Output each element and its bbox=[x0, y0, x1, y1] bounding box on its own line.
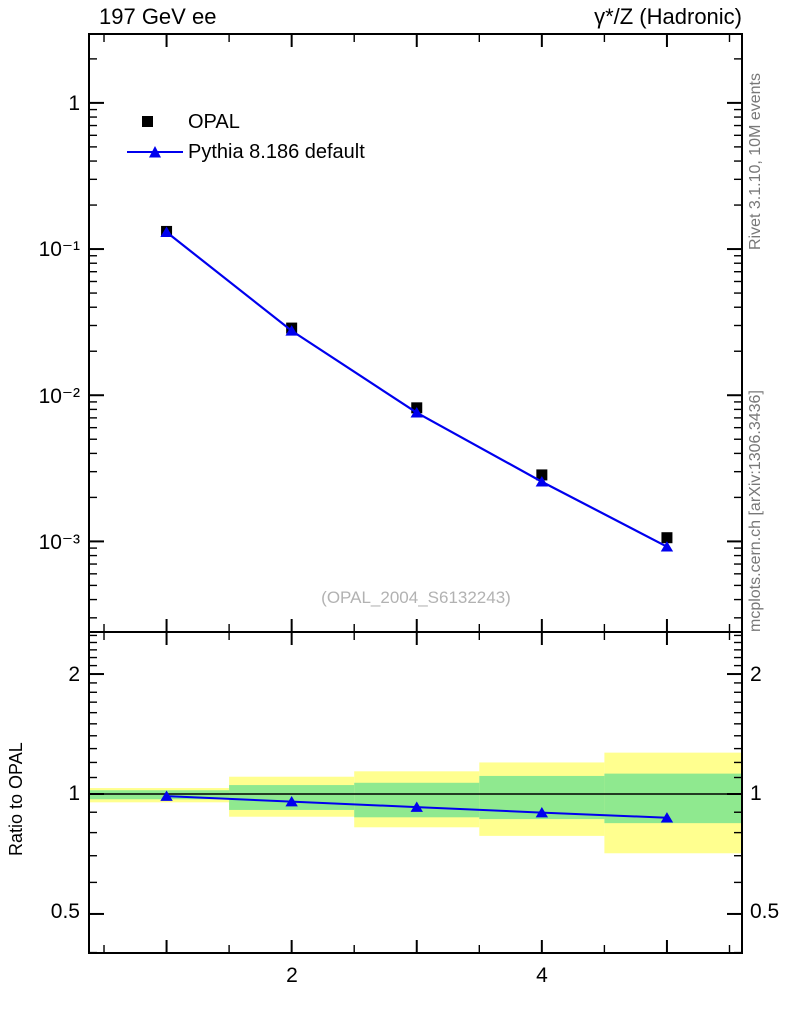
pythia-data-point bbox=[535, 476, 549, 487]
opal-square-icon bbox=[142, 116, 153, 127]
legend-marker-opal bbox=[142, 116, 153, 127]
y-tick-label-1: 1 bbox=[68, 92, 80, 115]
opal-data-point bbox=[661, 532, 673, 544]
uncertainty-band-green bbox=[604, 773, 742, 824]
rivet-version-note: Rivet 3.1.10, 10M events bbox=[747, 73, 764, 250]
pythia-line bbox=[165, 231, 668, 548]
pythia-data-point bbox=[410, 407, 423, 418]
mcplots-arxiv-note: mcplots.cern.ch [arXiv:1306.3436] bbox=[747, 390, 764, 632]
pythia-data-point bbox=[660, 541, 674, 552]
x-tick-label-4: 4 bbox=[536, 964, 548, 987]
main-panel-frame bbox=[88, 33, 743, 633]
ratio-tick-label-2-right: 2 bbox=[750, 663, 762, 686]
ratio-data-point bbox=[285, 796, 298, 807]
legend-marker-pythia bbox=[127, 146, 183, 158]
ratio-data-point bbox=[160, 790, 173, 801]
ratio-tick-label-0.5-right: 0.5 bbox=[750, 900, 780, 923]
opal-data-point bbox=[536, 469, 548, 481]
y-tick-label-1e-1: 10⁻¹ bbox=[38, 238, 80, 261]
legend-label-pythia: Pythia 8.186 default bbox=[188, 141, 365, 163]
pythia-data-point bbox=[285, 325, 298, 336]
ratio-panel-frame bbox=[88, 631, 743, 954]
ratio-tick-label-0.5-left: 0.5 bbox=[50, 900, 80, 923]
ratio-data-point bbox=[660, 812, 674, 823]
ratio-tick-label-2-left: 2 bbox=[68, 663, 80, 686]
process-title: γ*/Z (Hadronic) bbox=[594, 4, 742, 29]
uncertainty-band-green bbox=[354, 782, 480, 818]
ratio-tick-label-1-left: 1 bbox=[68, 782, 80, 805]
ratio-data-point bbox=[410, 801, 423, 812]
pythia-triangle-icon bbox=[149, 146, 161, 158]
pythia-data-point bbox=[160, 226, 173, 237]
y-tick-label-1e-3: 10⁻³ bbox=[38, 531, 80, 554]
analysis-watermark: (OPAL_2004_S6132243) bbox=[321, 588, 511, 607]
beam-title: 197 GeV ee bbox=[99, 4, 217, 29]
ratio-tick-label-1-right: 1 bbox=[750, 782, 762, 805]
x-tick-label-2: 2 bbox=[286, 964, 298, 987]
legend-label-opal: OPAL bbox=[188, 111, 240, 133]
ratio-data-point bbox=[535, 807, 549, 818]
y-tick-label-1e-2: 10⁻² bbox=[38, 385, 80, 408]
